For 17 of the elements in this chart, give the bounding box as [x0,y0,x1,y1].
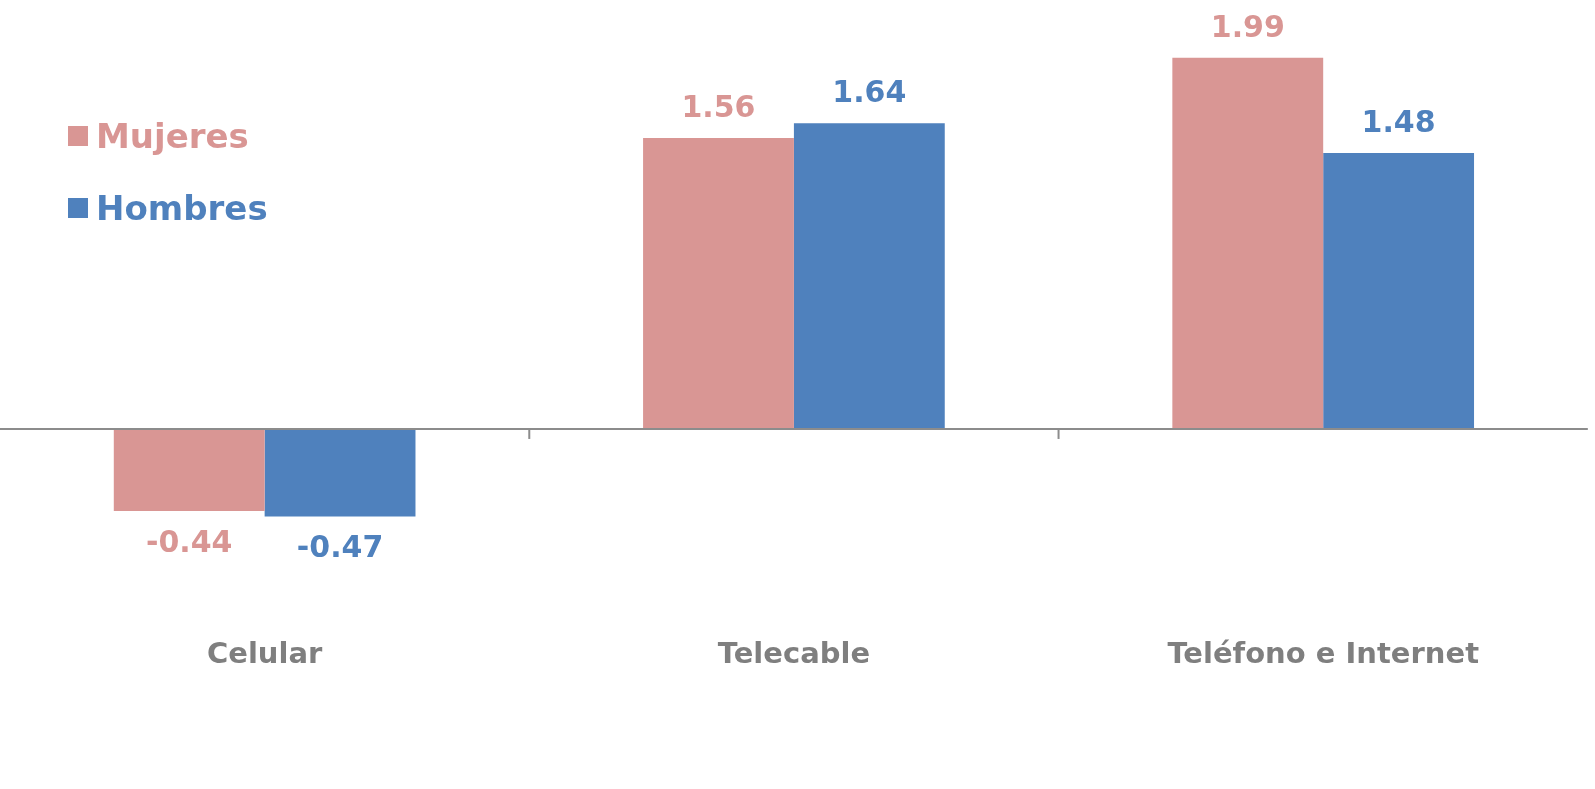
legend-label: Mujeres [96,116,249,156]
legend-label: Hombres [96,188,268,228]
x-tick-label: Teléfono e Internet [1167,636,1480,671]
data-label: 1.48 [1361,103,1436,139]
data-label: -0.44 [145,523,233,559]
data-label: 1.64 [832,73,907,109]
bar [643,138,794,429]
data-label: -0.47 [296,529,384,565]
bar [1323,152,1475,429]
bar [264,428,416,517]
x-tick-label: Celular [206,636,323,671]
bar [1172,57,1324,429]
bar [793,123,945,429]
x-tick-label: Telecable [717,636,871,671]
data-label: 1.56 [681,88,756,124]
data-label: 1.99 [1210,8,1285,44]
bar [113,428,265,512]
